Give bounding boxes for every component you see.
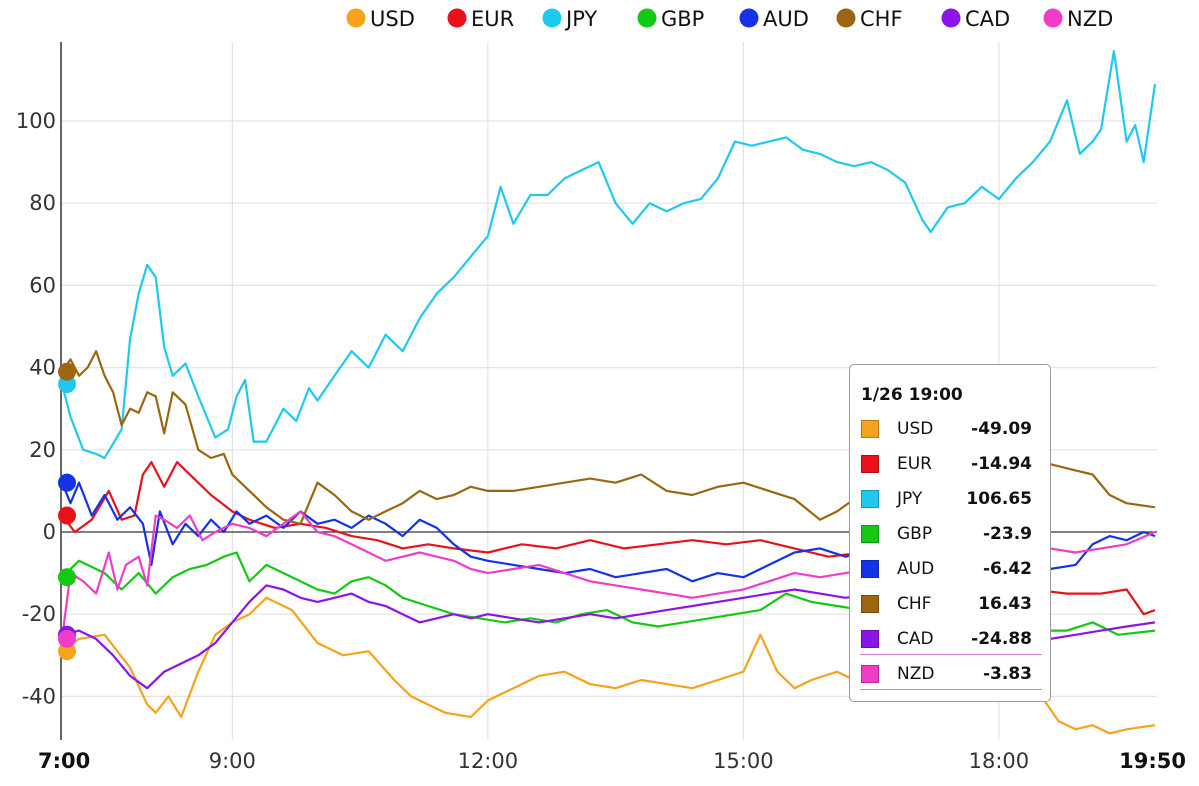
tooltip-row-aud: AUD -6.42 bbox=[860, 555, 1042, 585]
y-tick-label: 20 bbox=[29, 438, 56, 462]
legend-label: GBP bbox=[661, 7, 704, 31]
legend-swatch bbox=[346, 8, 366, 28]
tooltip-series-value: -3.83 bbox=[983, 664, 1032, 684]
series-line-jpy bbox=[60, 50, 1157, 460]
tooltip-row-underline bbox=[860, 654, 1042, 655]
y-tick-label: -20 bbox=[22, 602, 56, 626]
x-tick-label: 9:00 bbox=[209, 749, 256, 773]
tooltip-row-cad: CAD -24.88 bbox=[860, 625, 1042, 655]
tooltip-series-name: AUD bbox=[897, 559, 935, 579]
legend-label: EUR bbox=[471, 7, 514, 31]
tooltip-row-usd: USD -49.09 bbox=[860, 415, 1042, 445]
tooltip-series-value: -14.94 bbox=[971, 454, 1032, 474]
tooltip-swatch bbox=[861, 665, 879, 683]
x-axis: 7:00 9:00 12:00 15:00 18:00 19:50 bbox=[38, 749, 1186, 773]
tooltip-series-value: -24.88 bbox=[971, 629, 1032, 649]
legend: USD EUR JPY GBP AUD CHF CAD NZD bbox=[346, 7, 1113, 31]
legend-item-nzd: NZD bbox=[1043, 7, 1113, 31]
y-tick-label: -40 bbox=[22, 684, 56, 708]
tooltip-row-underline bbox=[860, 689, 1042, 690]
legend-item-cad: CAD bbox=[941, 7, 1010, 31]
tooltip-series-name: CHF bbox=[897, 594, 932, 614]
y-tick-label: 80 bbox=[29, 191, 56, 215]
tooltip-series-name: GBP bbox=[897, 524, 933, 544]
legend-item-chf: CHF bbox=[836, 7, 903, 31]
tooltip-series-name: CAD bbox=[897, 629, 934, 649]
tooltip-swatch bbox=[861, 595, 879, 613]
tooltip-swatch bbox=[861, 420, 879, 438]
tooltip-series-value: -49.09 bbox=[971, 419, 1032, 439]
start-marker-jpy bbox=[58, 375, 76, 394]
legend-item-gbp: GBP bbox=[637, 7, 704, 31]
tooltip: 1/26 19:00 USD -49.09 EUR -14.94 JPY 106.65 GB… bbox=[849, 364, 1051, 702]
y-tick-label: 0 bbox=[43, 520, 56, 544]
tooltip-series-name: JPY bbox=[897, 489, 923, 509]
legend-swatch bbox=[637, 8, 657, 28]
start-marker-chf bbox=[58, 362, 76, 381]
tooltip-row-jpy: JPY 106.65 bbox=[860, 485, 1042, 515]
tooltip-row-nzd: NZD -3.83 bbox=[860, 660, 1042, 690]
legend-item-eur: EUR bbox=[447, 7, 514, 31]
legend-item-usd: USD bbox=[346, 7, 415, 31]
legend-label: NZD bbox=[1067, 7, 1113, 31]
tooltip-row-gbp: GBP -23.9 bbox=[860, 520, 1042, 550]
tooltip-series-value: 16.43 bbox=[978, 594, 1032, 614]
legend-swatch bbox=[542, 8, 562, 28]
tooltip-swatch bbox=[861, 560, 879, 578]
tooltip-series-name: EUR bbox=[897, 454, 932, 474]
x-tick-label: 18:00 bbox=[969, 749, 1030, 773]
legend-swatch bbox=[941, 8, 961, 28]
start-marker-aud bbox=[58, 473, 76, 492]
legend-label: CAD bbox=[965, 7, 1010, 31]
series-start-markers bbox=[58, 362, 76, 661]
legend-label: CHF bbox=[860, 7, 903, 31]
tooltip-series-value: 106.65 bbox=[966, 489, 1032, 509]
legend-label: AUD bbox=[763, 7, 809, 31]
legend-swatch bbox=[447, 8, 467, 28]
x-tick-label: 15:00 bbox=[713, 749, 774, 773]
tooltip-row-chf: CHF 16.43 bbox=[860, 590, 1042, 620]
legend-swatch bbox=[836, 8, 856, 28]
tooltip-swatch bbox=[861, 455, 879, 473]
start-marker-gbp bbox=[58, 568, 76, 587]
grid bbox=[62, 42, 1157, 740]
legend-label: USD bbox=[370, 7, 415, 31]
legend-swatch bbox=[739, 8, 759, 28]
x-tick-label: 12:00 bbox=[458, 749, 519, 773]
start-marker-eur bbox=[58, 506, 76, 525]
tooltip-series-name: USD bbox=[897, 419, 934, 439]
tooltip-swatch bbox=[861, 490, 879, 508]
tooltip-swatch bbox=[861, 525, 879, 543]
start-marker-nzd bbox=[58, 629, 76, 648]
y-axis: -40 -20 0 20 40 60 80 100 bbox=[16, 109, 56, 708]
tooltip-row-eur: EUR -14.94 bbox=[860, 450, 1042, 480]
y-tick-label: 40 bbox=[29, 356, 56, 380]
tooltip-series-name: NZD bbox=[897, 664, 935, 684]
legend-label: JPY bbox=[564, 7, 597, 31]
x-tick-label: 7:00 bbox=[38, 749, 90, 773]
y-tick-label: 100 bbox=[16, 109, 56, 133]
legend-swatch bbox=[1043, 8, 1063, 28]
tooltip-series-value: -6.42 bbox=[983, 559, 1032, 579]
legend-item-aud: AUD bbox=[739, 7, 809, 31]
start-marker-usd bbox=[58, 642, 76, 661]
legend-item-jpy: JPY bbox=[542, 7, 597, 31]
tooltip-swatch bbox=[861, 630, 879, 648]
y-tick-label: 60 bbox=[29, 273, 56, 297]
tooltip-title: 1/26 19:00 bbox=[861, 385, 963, 405]
tooltip-series-value: -23.9 bbox=[983, 524, 1032, 544]
x-tick-label: 19:50 bbox=[1119, 749, 1186, 773]
